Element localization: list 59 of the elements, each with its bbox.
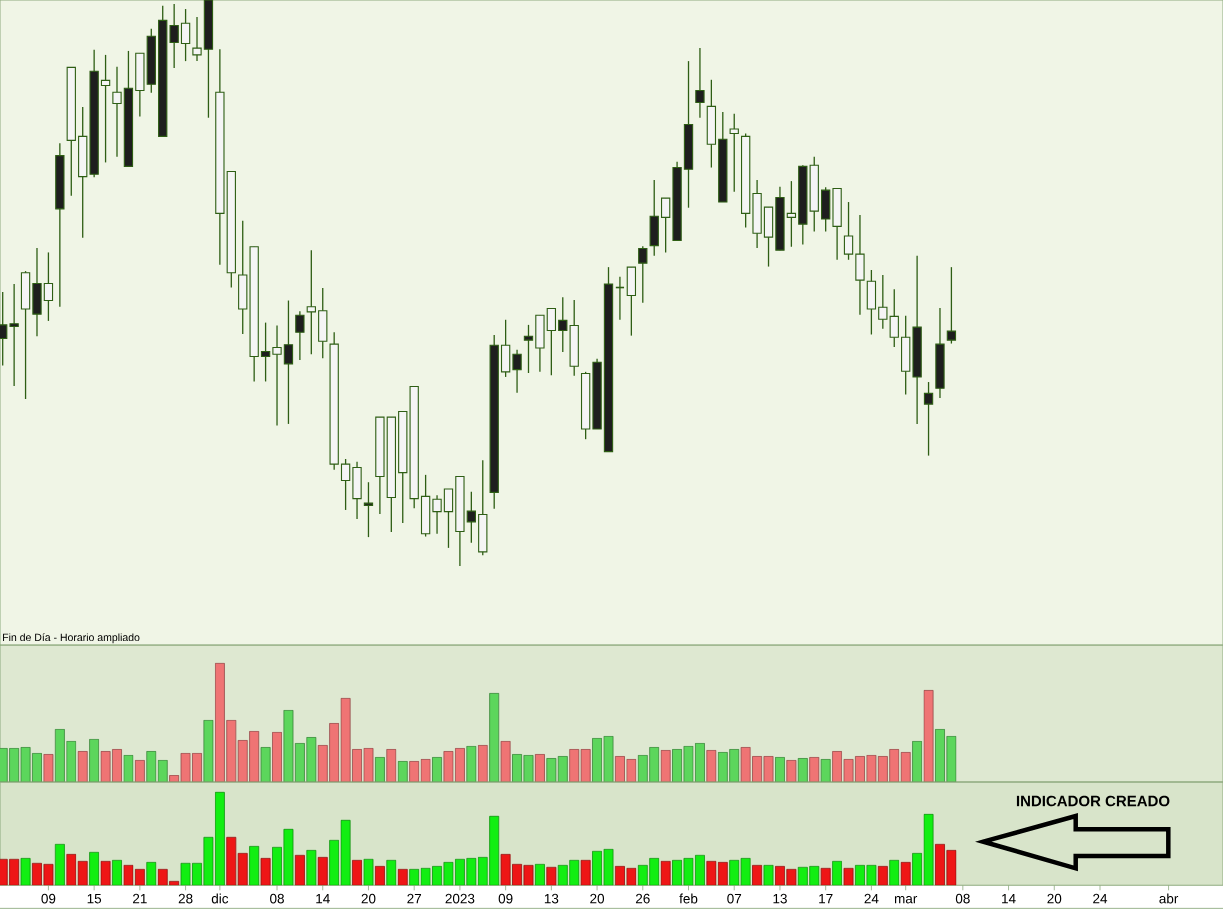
candlestick (169, 3, 179, 69)
candlestick (512, 349, 522, 394)
x-tick-label: 07 (727, 893, 742, 904)
candlestick (443, 488, 454, 549)
x-tick-label: 20 (361, 893, 376, 904)
x-tick-label: mar (894, 896, 918, 904)
x-tick-label: abr (1159, 893, 1179, 904)
candlestick (0, 291, 8, 367)
x-tick-label: 09 (498, 893, 513, 904)
x-tick-label: 14 (1002, 894, 1016, 904)
candlestick (192, 16, 202, 62)
candlestick (100, 54, 111, 164)
candlestick (695, 47, 705, 119)
candlestick (295, 310, 305, 361)
candlestick (306, 249, 316, 355)
candlestick (432, 494, 442, 535)
candlestick (843, 201, 854, 261)
candlestick (466, 491, 476, 544)
candlestick (523, 324, 534, 374)
candlestick (946, 266, 957, 345)
candlestick (729, 113, 739, 193)
text: Fin de Día - Horario ampliado (3, 633, 140, 644)
candlestick (283, 299, 294, 425)
x-tick-label: 26 (635, 893, 650, 904)
x-tick-label: 27 (407, 893, 422, 904)
candlestick (112, 66, 122, 158)
x-tick-label: 15 (87, 894, 102, 904)
bar (580, 748, 591, 782)
bar (774, 756, 785, 782)
candlestick (660, 197, 671, 254)
x-tick-label: dic (211, 893, 229, 904)
x-tick-label: 14 (316, 894, 330, 904)
annotation: INDICADOR CREADO (1016, 795, 1170, 807)
x-tick-label: 13 (773, 893, 787, 904)
candlestick (363, 481, 374, 538)
candlestick (546, 307, 557, 376)
candlestick (43, 251, 54, 322)
x-tick-label: 17 (819, 894, 833, 904)
x-tick-label: 21 (133, 893, 147, 904)
candlestick (786, 180, 797, 248)
x-tick-label: 20 (590, 893, 605, 904)
candlestick (340, 458, 351, 511)
x-tick-label: 08 (955, 893, 970, 904)
candlestick (9, 283, 19, 387)
x-tick-label: 28 (178, 893, 193, 904)
x-tick-label: feb (679, 893, 698, 904)
x-tick-label: 08 (270, 893, 284, 904)
candlestick (923, 381, 934, 457)
candlestick (180, 8, 191, 62)
x-tick-label: 2023 (445, 893, 475, 904)
x-tick-label: 13 (544, 893, 559, 904)
candlestick (272, 324, 282, 427)
x-tick-label: 24 (864, 893, 879, 904)
candlestick (260, 321, 271, 383)
candlestick (638, 245, 648, 304)
x-tick-label: 09 (41, 893, 56, 904)
x-tick-label: 20 (1047, 893, 1062, 904)
bar (374, 756, 385, 782)
x-tick-label: 24 (1093, 893, 1108, 904)
